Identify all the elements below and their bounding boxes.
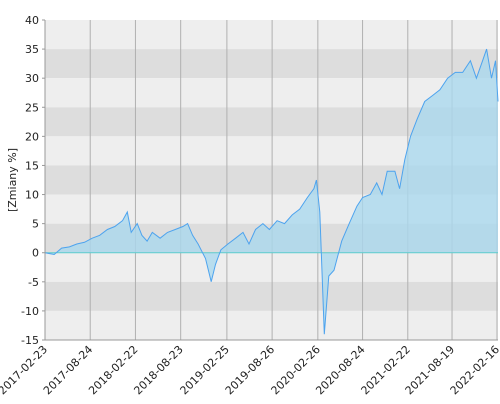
grid-band bbox=[45, 20, 498, 50]
y-tick-label: 10 bbox=[25, 189, 39, 202]
line bbox=[44, 48, 499, 335]
y-tick-label: 5 bbox=[32, 218, 39, 231]
grid-band bbox=[45, 310, 498, 340]
y-tick-label: 30 bbox=[25, 72, 39, 85]
grid-band bbox=[45, 252, 498, 282]
y-tick-label: -10 bbox=[21, 305, 39, 318]
y-tick-label: 25 bbox=[25, 101, 39, 114]
area-fill bbox=[45, 49, 498, 335]
y-axis-label: [Zmiany %] bbox=[6, 148, 19, 212]
grid-band bbox=[45, 49, 498, 79]
grid-band bbox=[45, 78, 498, 108]
y-tick-label: 20 bbox=[25, 130, 39, 143]
y-tick-label: -15 bbox=[21, 334, 39, 347]
y-tick-label: -5 bbox=[28, 276, 39, 289]
y-tick-label: 15 bbox=[25, 159, 39, 172]
y-tick-label: 35 bbox=[25, 43, 39, 56]
grid-band bbox=[45, 281, 498, 311]
y-tick-label: 40 bbox=[25, 14, 39, 27]
y-tick-label: 0 bbox=[32, 247, 39, 260]
